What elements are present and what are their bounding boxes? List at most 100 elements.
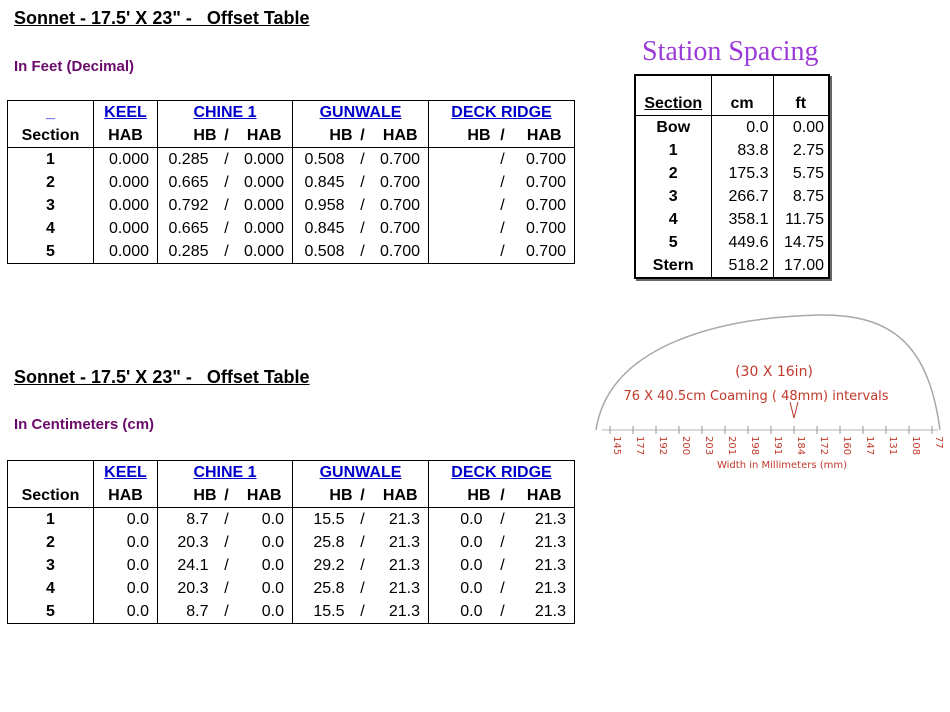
tick-label: 184 <box>795 436 806 455</box>
keel-hab-cell: 0.000 <box>93 217 158 240</box>
chine-hb-cell: 0.665 <box>168 219 209 237</box>
gunwale-hab-cell: 0.700 <box>372 147 429 171</box>
keel-hab-cell: 0.0 <box>93 507 158 531</box>
ft-cell: 2.75 <box>772 139 829 162</box>
slash: / <box>500 602 505 620</box>
section-cell: 4 <box>7 577 94 600</box>
keel-hab-cell: 0.000 <box>93 147 158 171</box>
hb-col-header: HB <box>292 484 353 508</box>
section-col-header: Section <box>7 124 94 148</box>
station-spacing-table: Section cm ft Bow 0.0 0.00 1 83.8 2.75 2 175.3 5… <box>634 74 830 279</box>
pointer-arrow <box>789 401 799 419</box>
gunwale-hb-cell: 0.508 <box>304 242 345 260</box>
gunwale-hab-cell: 0.700 <box>372 217 429 240</box>
coaming-ticks: 145 177 192 200 203 201 198 191 184 172 160 147 131 1… <box>609 426 943 455</box>
hb-col-header: HB <box>157 484 217 508</box>
deck-hab-cell: 21.3 <box>534 602 566 620</box>
cm-col-header: cm <box>710 75 773 116</box>
chine-hb-cell: 0.285 <box>168 150 209 168</box>
tick-label: 77 <box>933 436 943 449</box>
slash: / <box>360 219 365 237</box>
slash: / <box>352 484 373 508</box>
hab-col-header: HAB <box>372 484 429 508</box>
deck-hb-cell: 0.0 <box>460 579 483 597</box>
slash: / <box>216 484 237 508</box>
section-cell: 4 <box>7 217 94 240</box>
section-cell: 1 <box>7 147 94 171</box>
section-cell: 2 <box>7 171 94 194</box>
keel-hab-cell: 0.000 <box>93 240 158 264</box>
gunwale-hb-cell: 15.5 <box>313 510 345 528</box>
cm-offset-table: KEEL CHINE 1 GUNWALE DECK RIDGE Section … <box>7 460 575 624</box>
slash: / <box>500 242 505 260</box>
gunwale-hab-cell: 21.3 <box>372 507 429 531</box>
hab-col-header: HAB <box>514 484 575 508</box>
ft-cell: 17.00 <box>772 254 829 278</box>
tick-label: 192 <box>657 436 668 455</box>
section-cell: 3 <box>7 554 94 577</box>
chine-hab-cell: 0.0 <box>236 507 293 531</box>
slash: / <box>360 173 365 191</box>
table-row: 2 175.3 5.75 <box>635 162 829 185</box>
section-col-header: Section <box>635 75 711 116</box>
slash: / <box>224 602 229 620</box>
chine-hb-cell: 0.665 <box>168 173 209 191</box>
chine-hb-cell: 0.792 <box>168 196 209 214</box>
gunwale-hb-cell: 15.5 <box>313 602 345 620</box>
deck-ridge-header: DECK RIDGE <box>451 463 552 481</box>
gunwale-hb-cell: 25.8 <box>313 579 345 597</box>
chine-hab-cell: 0.0 <box>236 600 293 624</box>
coaming-interval-label: 76 X 40.5cm Coaming ( 48mm) intervals <box>623 389 888 404</box>
keel-hab-cell: 0.0 <box>93 577 158 600</box>
table-row: Stern 518.2 17.00 <box>635 254 829 278</box>
slash: / <box>224 579 229 597</box>
cm-table-subtitle: In Centimeters (cm) <box>14 416 155 433</box>
slash: / <box>224 556 229 574</box>
slash: / <box>500 533 505 551</box>
chine-hb-cell: 20.3 <box>177 533 209 551</box>
table-row: 1 0.000 0.285/0.000 0.508/0.700/0.700 <box>7 147 575 171</box>
tick-label: 108 <box>910 436 921 455</box>
deck-hab-cell: 0.700 <box>525 219 566 237</box>
chine-hb-cell: 24.1 <box>177 556 209 574</box>
table-row: 3 0.0 24.1/0.0 29.2/21.3 0.0/21.3 <box>7 554 575 577</box>
table-row: 5 0.000 0.285/0.000 0.508/0.700/0.700 <box>7 240 575 264</box>
tick-label: 131 <box>887 436 898 455</box>
section-cell: 1 <box>668 141 678 159</box>
tick-label: 191 <box>772 436 783 455</box>
keel-header: KEEL <box>104 463 147 481</box>
chine-header: CHINE 1 <box>193 103 257 121</box>
table-row: 5 0.0 8.7/0.0 15.5/21.3 0.0/21.3 <box>7 600 575 624</box>
table-row: 1 83.8 2.75 <box>635 139 829 162</box>
keel-header: KEEL <box>104 103 147 121</box>
coaming-axis-label: Width in Millimeters (mm) <box>717 460 847 471</box>
keel-hab-cell: 0.0 <box>93 554 158 577</box>
slash: / <box>224 219 229 237</box>
ft-cell: 14.75 <box>772 231 829 254</box>
gunwale-hab-cell: 21.3 <box>372 531 429 554</box>
gunwale-header: GUNWALE <box>319 103 402 121</box>
hab-col-header: HAB <box>236 484 293 508</box>
chine-hab-cell: 0.000 <box>236 194 293 217</box>
deck-hab-cell: 21.3 <box>534 579 566 597</box>
slash: / <box>216 124 237 148</box>
slash: / <box>224 150 229 168</box>
slash: / <box>360 196 365 214</box>
section-cell: 2 <box>668 164 678 182</box>
deck-hab-cell: 0.700 <box>525 150 566 168</box>
tick-label: 147 <box>864 436 875 455</box>
gunwale-hab-cell: 21.3 <box>372 577 429 600</box>
slash: / <box>500 173 505 191</box>
chine-hab-cell: 0.000 <box>236 217 293 240</box>
deck-hb-cell: 0.0 <box>460 510 483 528</box>
cm-cell: 266.7 <box>710 185 773 208</box>
deck-hab-cell: 21.3 <box>534 556 566 574</box>
chine-hab-cell: 0.000 <box>236 171 293 194</box>
deck-ridge-header: DECK RIDGE <box>451 103 552 121</box>
deck-hb-cell <box>429 240 491 264</box>
section-cell: 3 <box>7 194 94 217</box>
cm-table-body: 1 0.0 8.7/0.0 15.5/21.3 0.0/21.3 2 0.0 20.3/0.0… <box>7 507 575 624</box>
deck-hb-cell <box>429 194 491 217</box>
section-cell: 4 <box>668 210 678 228</box>
gunwale-hb-cell: 0.845 <box>304 219 345 237</box>
